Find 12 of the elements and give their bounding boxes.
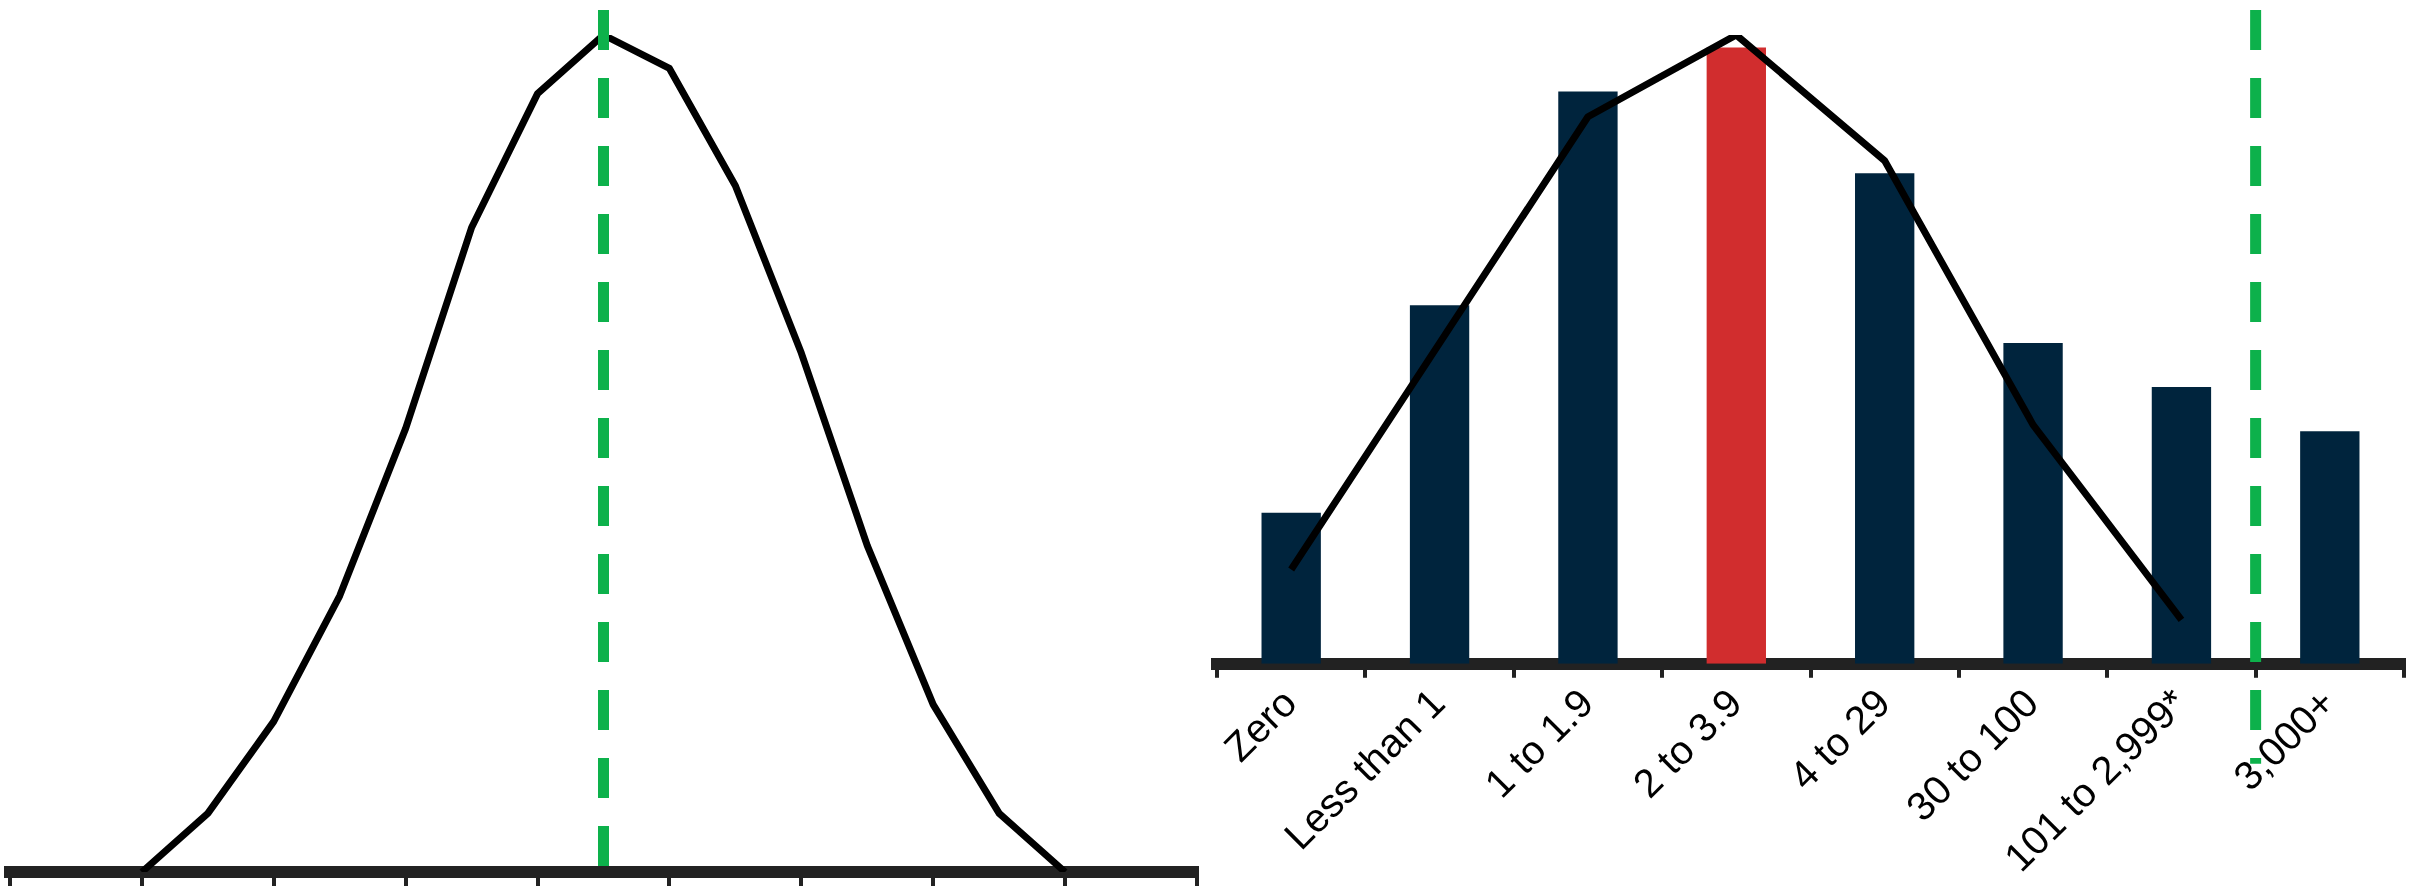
bar bbox=[1558, 91, 1618, 664]
bar bbox=[1855, 173, 1915, 664]
bar bbox=[1409, 305, 1470, 664]
x-tick-label: 1 to 1.9 bbox=[1475, 680, 1602, 806]
x-tick-label: Zero bbox=[1215, 680, 1305, 770]
bar bbox=[1706, 47, 1766, 664]
bar bbox=[2003, 343, 2063, 664]
x-tick-label: 4 to 29 bbox=[1780, 680, 1899, 798]
x-tick-label: 2 to 3.9 bbox=[1624, 680, 1750, 806]
bar bbox=[2151, 387, 2212, 664]
bar bbox=[1261, 512, 1321, 664]
bar bbox=[2300, 431, 2360, 664]
